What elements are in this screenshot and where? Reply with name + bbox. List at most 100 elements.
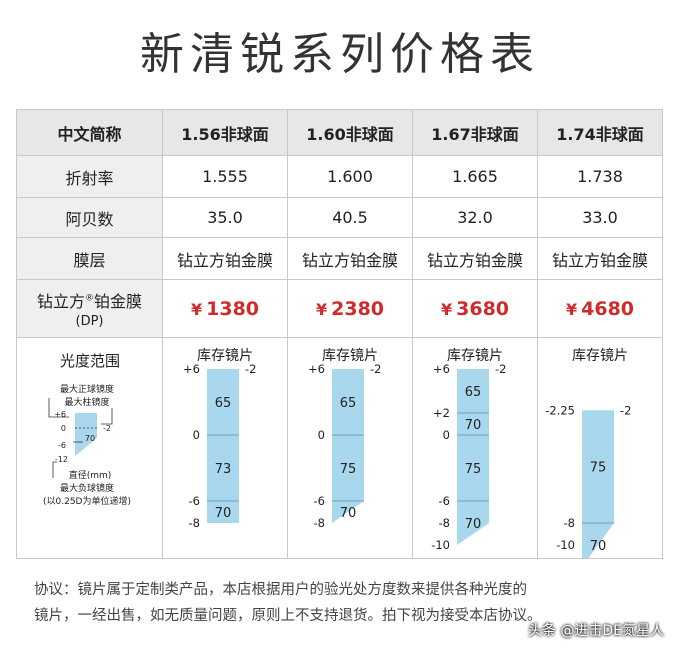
table-row: 折射率 1.555 1.600 1.665 1.738 (16, 155, 663, 198)
row-label-price: 钻立方®铂金膜 (DP) (16, 279, 163, 338)
range-cell: 库存镜片 65 70 75 70 +6 +2 0 -6 -8 -10 -2 (412, 337, 538, 559)
cylinder-label: -2 (495, 362, 506, 376)
price-table: 中文简称 1.56非球面 1.60非球面 1.67非球面 1.74非球面 折射率… (16, 109, 663, 559)
range-row: 光度范围 最大正球镜度 最大柱镜度 +6 0 -6 -12 -2 70 直径(mm) 最大负球镜度(… (16, 337, 663, 559)
watermark: 头条 @进击DE氮星人 (527, 623, 664, 639)
legend-tick: -6 (58, 441, 66, 450)
legend-tick: +6 (54, 410, 66, 419)
table-row: 膜层 钻立方铂金膜 钻立方铂金膜 钻立方铂金膜 钻立方铂金膜 (16, 237, 663, 280)
legend-arrow (48, 398, 69, 418)
range-diagram: 库存镜片 65 75 70 +6 0 -6 -8 -2 (308, 348, 381, 530)
abbe-number-value: 33.0 (537, 197, 663, 238)
sphere-tick-label: -8 (189, 516, 200, 530)
abbe-number-value: 40.5 (287, 197, 413, 238)
legend-tick: -12 (55, 455, 68, 464)
range-cell: 库存镜片 65 73 70 +6 0 -6 -8 -2 (162, 337, 288, 559)
sphere-tick-label: -6 (189, 494, 200, 508)
price-cell: ¥4680 (537, 279, 663, 338)
price-cell: ¥3680 (412, 279, 538, 338)
price-label-main: 钻立方 (36, 292, 85, 311)
lens-range-shape (332, 369, 364, 523)
stock-label: 库存镜片 (572, 348, 628, 364)
table-row: 阿贝数 35.0 40.5 32.0 33.0 (16, 197, 663, 238)
stock-label: 库存镜片 (322, 348, 378, 364)
diameter-label: 73 (215, 462, 232, 477)
refractive-index-value: 1.738 (537, 155, 663, 198)
sphere-tick-label: +6 (308, 362, 325, 376)
coating-value: 钻立方铂金膜 (162, 237, 288, 280)
agreement-line-1: 协议：镜片属于定制类产品，本店根据用户的验光处方度数来提供各种光度的 (34, 582, 527, 598)
header-label: 中文简称 (16, 109, 163, 156)
legend-lens-shape (75, 413, 97, 456)
legend-cyl-tick: -2 (103, 424, 111, 433)
diameter-label: 70 (215, 506, 232, 521)
page-title: 新清锐系列价格表 (140, 29, 540, 80)
range-diagram: 库存镜片 65 70 75 70 +6 +2 0 -6 -8 -10 -2 (431, 348, 506, 552)
product-4-header: 1.74非球面 (537, 109, 663, 156)
lens-range-shape (207, 369, 239, 523)
abbe-number-value: 35.0 (162, 197, 288, 238)
agreement-line-2: 镜片，一经出售，如无质量问题，原则上不支持退货。拍下视为接受本店协议。 (34, 608, 542, 624)
cylinder-label: -2 (620, 403, 631, 417)
cylinder-label: -2 (245, 362, 256, 376)
sphere-tick-label: -2.25 (545, 403, 575, 417)
cylinder-label: -2 (370, 362, 381, 376)
sphere-tick-label: -10 (431, 538, 450, 552)
currency-symbol: ¥ (190, 299, 203, 319)
refractive-index-value: 1.555 (162, 155, 288, 198)
sphere-tick-label: +6 (183, 362, 200, 376)
coating-value: 钻立方铂金膜 (287, 237, 413, 280)
sphere-tick-label: -8 (439, 516, 450, 530)
price-value: 1380 (206, 297, 260, 320)
legend-arrow (101, 408, 113, 425)
refractive-index-value: 1.665 (412, 155, 538, 198)
sphere-tick-label: +2 (433, 406, 450, 420)
lens-range-shape (582, 410, 614, 558)
legend-tick: 0 (61, 424, 66, 433)
stock-label: 库存镜片 (447, 348, 503, 364)
price-cell: ¥2380 (287, 279, 413, 338)
coating-value: 钻立方铂金膜 (412, 237, 538, 280)
agreement-text: 协议：镜片属于定制类产品，本店根据用户的验光处方度数来提供各种光度的 镜片，一经… (34, 577, 664, 629)
range-label: 光度范围 (60, 352, 120, 370)
range-legend-cell: 光度范围 最大正球镜度 最大柱镜度 +6 0 -6 -12 -2 70 直径(mm) 最大负球镜度(… (16, 337, 163, 559)
legend-max-cyl: 最大柱镜度 (64, 396, 109, 408)
diameter-label: 75 (590, 461, 607, 476)
range-cell: 库存镜片 65 75 70 +6 0 -6 -8 -2 (287, 337, 413, 559)
abbe-number-value: 32.0 (412, 197, 538, 238)
price-row: 钻立方®铂金膜 (DP) ¥1380 ¥2380 ¥3680 ¥4680 (16, 279, 663, 338)
diameter-label: 70 (590, 539, 607, 554)
diameter-label: 65 (465, 385, 482, 400)
legend-diam-value: 70 (85, 434, 95, 443)
sphere-tick-label: -10 (556, 538, 575, 552)
row-label-abbe-number: 阿贝数 (16, 197, 163, 238)
refractive-index-value: 1.600 (287, 155, 413, 198)
legend-max-pos-sphere: 最大正球镜度 (60, 383, 114, 395)
sphere-tick-label: 0 (193, 428, 200, 442)
sphere-tick-label: -6 (439, 494, 450, 508)
diameter-label: 70 (465, 517, 482, 532)
legend-step-note: (以0.25D为单位递增) (43, 495, 131, 507)
product-2-header: 1.60非球面 (287, 109, 413, 156)
table-header-row: 中文简称 1.56非球面 1.60非球面 1.67非球面 1.74非球面 (16, 109, 663, 156)
price-cell: ¥1380 (162, 279, 288, 338)
diameter-label: 65 (215, 396, 232, 411)
coating-value: 钻立方铂金膜 (537, 237, 663, 280)
diameter-label: 70 (465, 418, 482, 433)
currency-symbol: ¥ (315, 299, 328, 319)
sphere-tick-label: +6 (433, 362, 450, 376)
diameter-label: 70 (340, 506, 357, 521)
price-value: 2380 (331, 297, 385, 320)
sphere-tick-label: -6 (314, 494, 325, 508)
currency-symbol: ¥ (565, 299, 578, 319)
diameter-label: 65 (340, 396, 357, 411)
price-value: 4680 (581, 297, 635, 320)
price-label-sub: (DP) (75, 314, 104, 329)
stock-label: 库存镜片 (197, 348, 253, 364)
product-1-header: 1.56非球面 (162, 109, 288, 156)
price-label-rest: 铂金膜 (94, 292, 143, 311)
sphere-tick-label: 0 (443, 428, 450, 442)
